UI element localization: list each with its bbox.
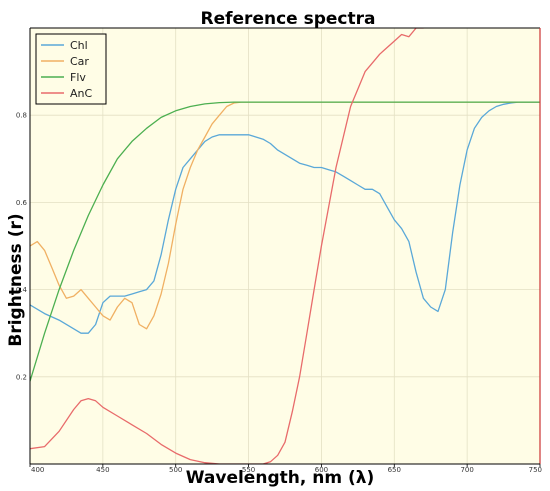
plot-area <box>30 28 540 464</box>
y-tick-label: 0.6 <box>16 199 28 207</box>
series-lines <box>30 28 540 464</box>
x-tick-label: 500 <box>169 466 182 474</box>
legend: Chl Car Flv AnC <box>35 33 107 105</box>
x-tick-label: 400 <box>31 466 44 474</box>
x-tick-label: 700 <box>460 466 473 474</box>
x-axis-label: Wavelength, nm (λ) <box>186 468 375 488</box>
series-line-flv <box>30 101 540 382</box>
legend-label-chl: Chl <box>70 39 88 52</box>
y-tick-label: 0.8 <box>16 112 27 120</box>
x-tick-label: 450 <box>96 466 109 474</box>
x-tick-label: 550 <box>242 466 255 474</box>
legend-label-car: Car <box>70 55 89 68</box>
x-tick-label: 600 <box>315 466 328 474</box>
chart-title: Reference spectra <box>201 9 376 29</box>
y-axis-ticks: 0.2 0.4 0.6 0.8 <box>16 112 28 382</box>
series-line-chl <box>30 101 540 334</box>
legend-label-flv: Flv <box>70 71 86 84</box>
x-axis-ticks: 400 450 500 550 600 650 700 750 <box>29 464 542 474</box>
x-tick-label: 650 <box>388 466 401 474</box>
y-tick-label: 0.2 <box>16 373 27 381</box>
series-line-anc <box>30 28 425 464</box>
y-tick-label: 0.4 <box>16 286 28 294</box>
legend-label-anc: AnC <box>70 87 92 100</box>
y-axis-label: Brightness (r) <box>6 213 26 346</box>
x-tick-label: 750 <box>529 466 542 474</box>
